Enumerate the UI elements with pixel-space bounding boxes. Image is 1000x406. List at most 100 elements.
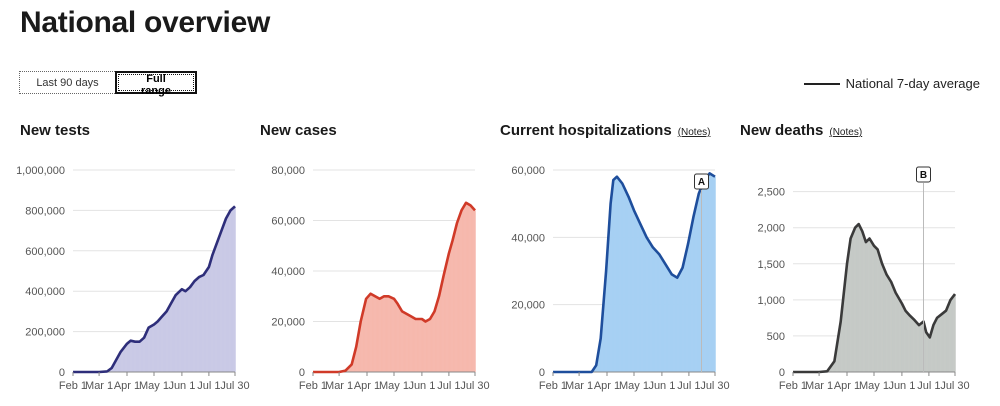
cases-daily-bar [463, 205, 465, 372]
cases-daily-bar [423, 320, 425, 372]
panel-title-cases: New cases [260, 122, 337, 139]
cases-daily-bar [462, 207, 465, 372]
hospitalizations-notes-link[interactable]: (Notes) [677, 127, 711, 138]
tests-daily-bar [228, 213, 230, 372]
hospitalizations-daily-bar [616, 176, 618, 372]
deaths-daily-bar [909, 315, 911, 372]
deaths-daily-bar [838, 332, 840, 372]
deaths-daily-bar [893, 288, 895, 372]
tests-daily-bar [222, 225, 225, 372]
cases-daily-bar [384, 296, 386, 372]
hospitalizations-daily-bar [660, 257, 662, 372]
last-90-days-button[interactable]: Last 90 days [19, 71, 115, 94]
tests-daily-bar [130, 340, 132, 372]
cases-daily-bar [407, 314, 410, 372]
hospitalizations-y-tick-label: 0 [539, 367, 545, 379]
tests-daily-bar [140, 340, 142, 372]
tests-daily-bar [214, 247, 216, 372]
tests-daily-bar [159, 318, 162, 372]
cases-daily-bar [372, 295, 375, 372]
deaths-daily-bar [878, 252, 880, 372]
hospitalizations-daily-bar [675, 277, 678, 372]
deaths-daily-bar [839, 327, 841, 372]
cases-daily-bar [389, 296, 391, 372]
deaths-notes-link[interactable]: (Notes) [829, 127, 863, 138]
deaths-daily-bar [843, 288, 846, 372]
hospitalizations-x-tick-label: Feb 1 [539, 380, 567, 392]
tests-daily-bar [151, 325, 153, 372]
tests-daily-bar [209, 263, 211, 372]
cases-daily-bar [354, 350, 357, 372]
cases-daily-bar [424, 320, 426, 372]
tests-daily-bar [131, 340, 133, 372]
hospitalizations-daily-bar [623, 187, 625, 372]
deaths-daily-bar [898, 298, 900, 372]
cases-daily-bar [431, 315, 433, 372]
hospitalizations-daily-bar [602, 315, 604, 372]
deaths-daily-bar [894, 290, 896, 372]
hospitalizations-daily-bar [633, 210, 635, 372]
deaths-daily-bar [896, 294, 898, 372]
cases-daily-bar [465, 202, 467, 372]
hospitalizations-daily-bar [618, 178, 620, 372]
panel-title-hospitalizations-text: Current hospitalizations [500, 122, 672, 139]
deaths-x-tick-label: Jun 1 [888, 380, 915, 392]
hospitalizations-daily-bar [673, 275, 675, 372]
tests-daily-bar [203, 273, 206, 372]
deaths-daily-bar [884, 270, 886, 372]
hospitalizations-daily-bar [674, 276, 676, 372]
tests-daily-bar [136, 341, 138, 372]
cases-daily-bar [459, 215, 461, 372]
tests-daily-bar [124, 346, 126, 372]
hospitalizations-x-tick-label: Jun 1 [648, 380, 675, 392]
hospitalizations-daily-bar [620, 182, 623, 372]
hospitalizations-daily-bar [602, 304, 605, 372]
cases-daily-bar [468, 204, 470, 372]
hospitalizations-daily-bar [670, 272, 672, 372]
cases-daily-bar [376, 297, 378, 372]
cases-daily-bar [418, 318, 420, 372]
tests-daily-bar [210, 260, 212, 372]
tests-x-tick-label: Mar 1 [85, 380, 113, 392]
deaths-daily-bar [953, 295, 955, 372]
tests-daily-bar [169, 304, 171, 372]
hospitalizations-daily-bar [667, 268, 669, 372]
tests-daily-bar [188, 287, 190, 372]
hospitalizations-daily-bar [690, 230, 692, 372]
cases-daily-bar [449, 250, 451, 372]
hospitalizations-daily-bar [665, 264, 667, 372]
hospitalizations-daily-bar [655, 250, 657, 372]
deaths-daily-bar [862, 234, 864, 372]
cases-daily-bar [458, 217, 460, 372]
cases-daily-bar [378, 298, 380, 372]
hospitalizations-daily-bar [692, 217, 695, 372]
cases-daily-bar [348, 367, 350, 372]
hospitalizations-daily-bar [661, 258, 663, 372]
hospitalizations-daily-bar [628, 196, 630, 372]
cases-daily-bar [416, 318, 418, 372]
tests-daily-bar [144, 335, 146, 372]
deaths-daily-bar [860, 227, 862, 372]
hospitalizations-daily-bar [617, 177, 619, 372]
cases-daily-bar [450, 247, 452, 372]
hospitalizations-daily-bar [684, 255, 687, 372]
deaths-daily-bar [941, 313, 944, 372]
panel-title-hospitalizations: Current hospitalizations (Notes) [500, 122, 710, 139]
deaths-daily-bar [941, 314, 943, 372]
hospitalizations-y-tick-label: 20,000 [511, 300, 545, 312]
hospitalizations-daily-bar [626, 193, 628, 372]
tests-daily-bar [205, 271, 207, 372]
tests-y-tick-label: 200,000 [25, 327, 65, 339]
cases-daily-bar [379, 298, 381, 372]
tests-daily-bar [204, 272, 207, 372]
deaths-daily-bar [916, 323, 918, 372]
hospitalizations-daily-bar [637, 218, 639, 372]
cases-daily-bar [432, 314, 434, 372]
cases-daily-bar [391, 297, 393, 372]
cases-daily-bar [371, 294, 374, 372]
cases-daily-bar [454, 230, 456, 372]
full-range-button[interactable]: Full range [115, 71, 197, 97]
hospitalizations-daily-bar [702, 182, 705, 372]
cases-daily-bar [407, 314, 409, 372]
tests-y-tick-label: 400,000 [25, 286, 65, 298]
